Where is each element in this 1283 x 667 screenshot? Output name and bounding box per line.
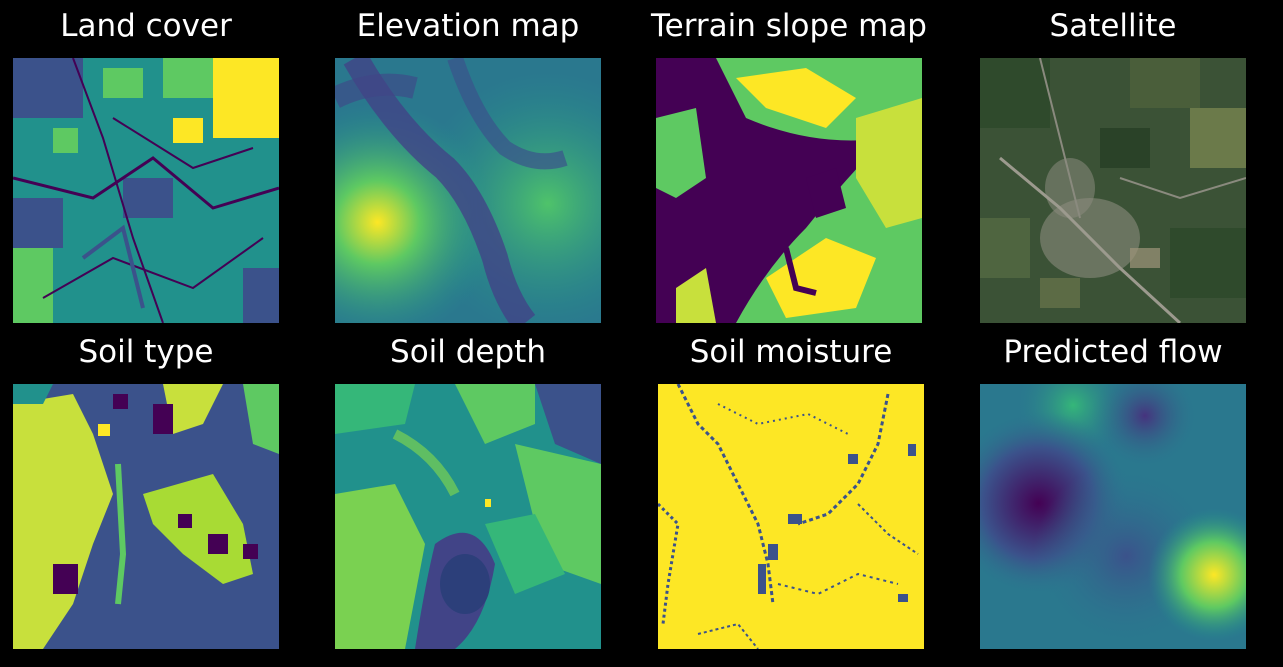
panel-title: Soil depth bbox=[390, 334, 546, 370]
panel-title: Satellite bbox=[1049, 8, 1177, 44]
elevation-map-image bbox=[335, 58, 601, 323]
panel-title: Predicted flow bbox=[1003, 334, 1223, 370]
terrain-slope-map-image bbox=[656, 58, 922, 323]
panel-terrain-slope-map: Terrain slope map bbox=[651, 0, 927, 327]
panel-soil-type: Soil type bbox=[13, 326, 279, 653]
soil-moisture-image bbox=[658, 384, 924, 649]
predicted-flow-image bbox=[980, 384, 1246, 649]
panel-soil-moisture: Soil moisture bbox=[658, 326, 924, 653]
panel-title: Elevation map bbox=[356, 8, 580, 44]
panel-title: Terrain slope map bbox=[650, 8, 927, 44]
panel-soil-depth: Soil depth bbox=[335, 326, 601, 653]
panel-title: Soil type bbox=[78, 334, 214, 370]
panel-title: Land cover bbox=[60, 8, 232, 44]
soil-depth-image bbox=[335, 384, 601, 649]
panel-elevation-map: Elevation map bbox=[335, 0, 601, 327]
satellite-image bbox=[980, 58, 1246, 323]
soil-type-image bbox=[13, 384, 279, 649]
panel-land-cover: Land cover bbox=[13, 0, 279, 327]
panel-satellite: Satellite bbox=[980, 0, 1246, 327]
panel-predicted-flow: Predicted flow bbox=[980, 326, 1246, 653]
panel-title: Soil moisture bbox=[689, 334, 893, 370]
land-cover-image bbox=[13, 58, 279, 323]
